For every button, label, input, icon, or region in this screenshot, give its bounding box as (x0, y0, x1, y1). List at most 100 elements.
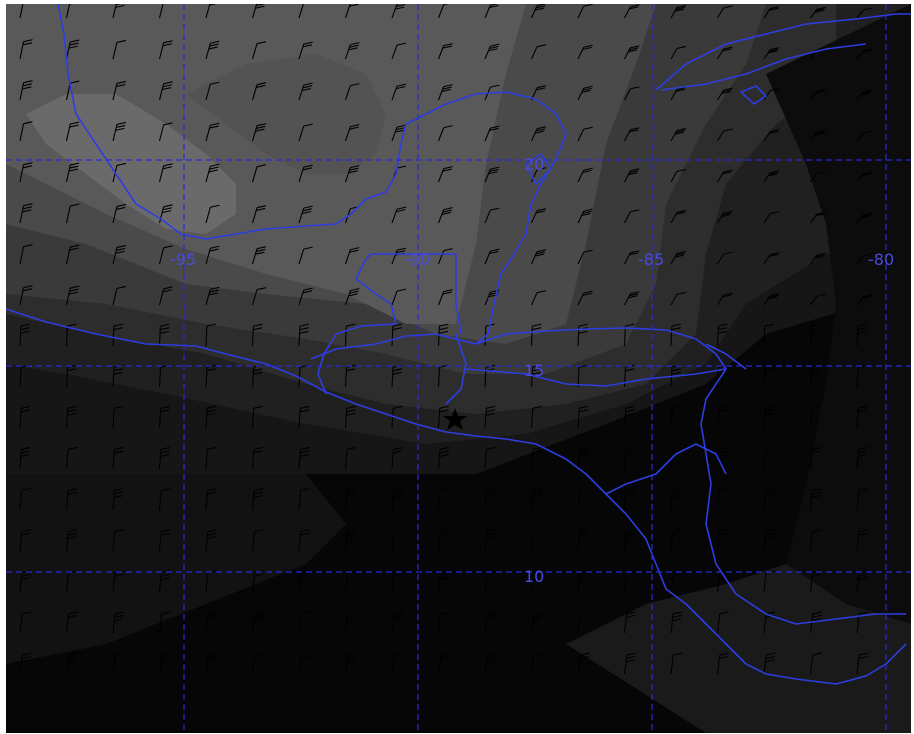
wind-barb (298, 123, 313, 142)
wind-barb (670, 4, 687, 19)
wind-barb (344, 4, 359, 19)
wind-barb (624, 86, 640, 101)
wind-barb (530, 323, 542, 347)
wind-barb (577, 611, 590, 634)
wind-barb (112, 285, 127, 306)
wind-barb (716, 487, 729, 511)
wind-barb (251, 487, 264, 511)
wind-barb (530, 249, 547, 265)
wind-barb (810, 211, 826, 224)
wind-barb (530, 652, 543, 675)
wind-barb (205, 487, 217, 511)
wind-barb (65, 446, 78, 470)
wind-barb (484, 125, 500, 142)
wind-barb (205, 122, 220, 142)
wind-barb (344, 529, 357, 552)
wind-barb (65, 652, 78, 675)
wind-barb (65, 285, 80, 306)
wind-barb (112, 39, 127, 60)
wind-barb (856, 48, 873, 60)
wind-barb (670, 487, 682, 511)
wind-barb (65, 203, 80, 224)
wind-barb (717, 210, 733, 224)
wind-barb (298, 652, 311, 675)
wind-barb (623, 529, 636, 552)
wind-barb (717, 292, 733, 306)
lat-label-15: 15 (524, 361, 544, 380)
wind-barb (763, 252, 780, 265)
wind-barb (391, 405, 403, 429)
wind-barb (298, 164, 313, 183)
wind-barb (298, 287, 313, 306)
wind-barb (65, 39, 80, 60)
wind-barb (298, 82, 313, 101)
wind-barb (251, 652, 264, 675)
wind-barb (112, 611, 125, 634)
wind-barb (763, 487, 775, 511)
wind-barb (717, 251, 733, 265)
wind-barb (65, 162, 80, 183)
wind-barb (251, 405, 263, 429)
wind-barb (112, 487, 124, 511)
wind-barb (577, 85, 593, 101)
wind-barb (205, 611, 218, 634)
wind-barb (437, 487, 450, 511)
wind-barb (670, 127, 687, 142)
wind-barb (484, 446, 496, 470)
wind-barb (344, 165, 360, 183)
wind-barb (19, 446, 31, 470)
wind-barb (298, 570, 311, 593)
wind-barb (251, 287, 267, 306)
star-icon (443, 408, 467, 430)
wind-barb (856, 364, 868, 388)
map-canvas: -95 -90 -85 -80 20 15 10 (6, 4, 911, 733)
wind-barb (763, 211, 780, 224)
wind-barb (158, 81, 173, 101)
wind-barb (205, 204, 220, 224)
wind-barb (437, 4, 450, 19)
wind-barb (391, 652, 404, 675)
wind-barb (716, 529, 729, 552)
wind-barb (344, 446, 357, 470)
wind-barb (251, 323, 263, 347)
wind-barb (298, 246, 313, 265)
wind-barb (19, 4, 24, 19)
wind-barb (344, 652, 357, 675)
wind-barb (530, 529, 543, 552)
wind-barb (856, 446, 868, 470)
wind-barb (112, 323, 123, 347)
wind-barb (205, 405, 217, 429)
wind-barb (437, 248, 453, 265)
wind-barb (856, 611, 869, 634)
wind-barb (670, 611, 683, 634)
wind-barb (530, 208, 547, 224)
wind-barb (484, 166, 500, 183)
wind-barb (112, 446, 124, 470)
wind-barb (624, 45, 640, 60)
wind-barb (344, 247, 360, 265)
wind-barb (577, 126, 593, 142)
wind-barb (484, 405, 496, 429)
wind-barb (205, 163, 220, 183)
wind-barb (391, 446, 403, 470)
wind-barb (716, 652, 729, 675)
wind-barb (437, 84, 453, 101)
wind-barb (530, 611, 543, 634)
wind-barb (112, 203, 127, 224)
wind-barb (717, 5, 733, 19)
wind-barb (112, 405, 124, 429)
wind-barb (158, 570, 171, 593)
wind-barb (158, 163, 173, 183)
wind-barb (717, 87, 733, 101)
wind-barb (717, 169, 733, 183)
wind-barb (251, 246, 267, 265)
wind-barb (670, 209, 687, 224)
wind-barb (19, 203, 33, 224)
wind-barb (65, 4, 73, 19)
wind-barb (763, 446, 775, 470)
wind-barbs (19, 4, 873, 675)
wind-barb (624, 209, 640, 224)
wind-barb (624, 127, 640, 142)
wind-barb (809, 611, 822, 634)
lat-label-20: 20 (524, 155, 544, 174)
